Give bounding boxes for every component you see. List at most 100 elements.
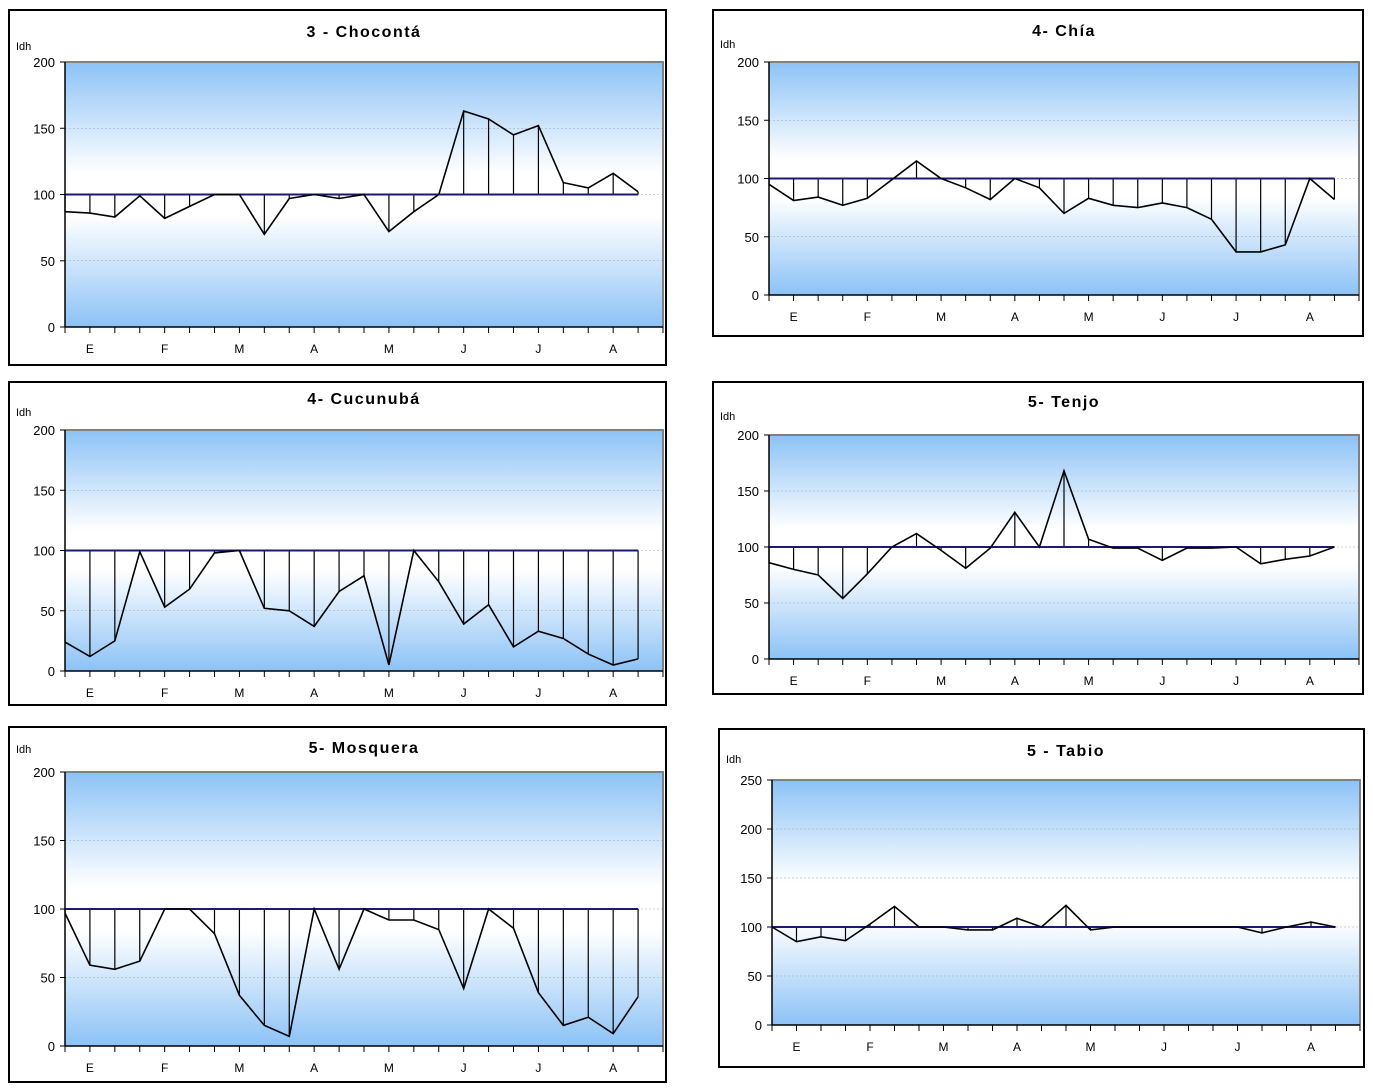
- x-category-label: F: [864, 310, 871, 324]
- y-tick-label: 150: [33, 121, 55, 136]
- chart-panel-cucunuba: 4- Cucunubá Idh 0 50 100 150 200 E F M A M J J A: [8, 381, 667, 706]
- y-tick-label: 100: [740, 920, 762, 935]
- chart-panel-mosquera: 5- Mosquera Idh 0 50 100 150 200 E F M A M J J A: [8, 726, 667, 1083]
- y-axis-label: Idh: [16, 744, 31, 756]
- x-category-label: F: [864, 674, 871, 688]
- y-tick-label: 0: [48, 320, 55, 335]
- x-category-label: A: [1011, 674, 1019, 688]
- x-category-label: M: [234, 1061, 244, 1075]
- plot-border: [65, 771, 664, 1046]
- y-tick-label: 150: [740, 871, 762, 886]
- series-line: [768, 468, 1335, 600]
- chart-title: 5- Tenjo: [1028, 394, 1100, 411]
- y-tick-label: 100: [33, 902, 55, 917]
- series-line: [768, 160, 1335, 253]
- x-category-label: A: [1013, 1040, 1021, 1054]
- x-category-label: F: [161, 686, 168, 700]
- x-category-label: A: [609, 342, 617, 356]
- x-category-label: M: [234, 342, 244, 356]
- y-tick-label: 200: [740, 822, 762, 837]
- x-category-label: E: [790, 310, 798, 324]
- y-axis-label: Idh: [720, 411, 735, 423]
- x-category-label: E: [86, 342, 94, 356]
- x-category-label: F: [161, 342, 168, 356]
- y-tick-label: 200: [33, 765, 55, 780]
- x-category-label: M: [936, 674, 946, 688]
- x-category-label: M: [384, 1061, 394, 1075]
- x-category-label: J: [1235, 1040, 1241, 1054]
- series-line: [771, 904, 1336, 943]
- y-tick-label: 50: [41, 971, 55, 986]
- x-category-label: J: [1161, 1040, 1167, 1054]
- y-tick-label: 250: [740, 773, 762, 788]
- x-category-label: J: [1233, 310, 1239, 324]
- series-line: [64, 109, 639, 236]
- x-category-label: J: [461, 342, 467, 356]
- x-category-label: J: [535, 1061, 541, 1075]
- y-axis-label: Idh: [16, 41, 31, 53]
- x-category-label: J: [1159, 674, 1165, 688]
- x-category-label: A: [1306, 674, 1314, 688]
- y-axis-label: Idh: [16, 407, 31, 419]
- series-line: [64, 548, 639, 666]
- x-category-label: A: [1307, 1040, 1315, 1054]
- x-category-label: A: [1011, 310, 1019, 324]
- x-category-label: M: [939, 1040, 949, 1054]
- chart-svg-tenjo: 5- Tenjo Idh 0 50 100 150 200 E F M A M J J A: [720, 394, 1360, 688]
- x-category-label: A: [310, 686, 318, 700]
- y-tick-label: 150: [33, 483, 55, 498]
- x-category-label: E: [792, 1040, 800, 1054]
- x-category-label: E: [86, 686, 94, 700]
- y-tick-label: 0: [48, 664, 55, 679]
- y-tick-label: 100: [737, 540, 759, 555]
- y-tick-label: 200: [33, 423, 55, 438]
- y-tick-label: 150: [33, 834, 55, 849]
- series-line: [64, 906, 639, 1038]
- y-tick-label: 50: [41, 254, 55, 269]
- x-category-label: A: [310, 342, 318, 356]
- x-category-label: F: [866, 1040, 873, 1054]
- x-category-label: E: [790, 674, 798, 688]
- chart-title: 5- Mosquera: [309, 740, 420, 757]
- chart-svg-choconta: 3 - Chocontá Idh 0 50 100 150 200 E F M A M J J A: [16, 24, 664, 356]
- x-category-label: A: [1306, 310, 1314, 324]
- x-category-label: M: [936, 310, 946, 324]
- x-category-label: A: [609, 686, 617, 700]
- y-tick-label: 100: [737, 172, 759, 187]
- chart-svg-tabio: 5 - Tabio Idh 0 50 100 150 200 250 E F M A M J J A: [726, 743, 1361, 1054]
- y-tick-label: 200: [33, 55, 55, 70]
- chart-svg-mosquera: 5- Mosquera Idh 0 50 100 150 200 E F M A M J J A: [16, 740, 664, 1075]
- y-tick-label: 150: [737, 113, 759, 128]
- x-category-label: M: [1084, 674, 1094, 688]
- chart-title: 4- Cucunubá: [307, 391, 420, 408]
- y-tick-label: 0: [755, 1018, 762, 1033]
- y-axis-label: Idh: [726, 754, 741, 766]
- chart-title: 4- Chía: [1032, 23, 1096, 40]
- y-tick-label: 50: [745, 230, 759, 245]
- plot-area: [772, 780, 1360, 1025]
- chart-svg-cucunuba: 4- Cucunubá Idh 0 50 100 150 200 E F M A M J J A: [16, 391, 664, 700]
- plot-border: [769, 61, 1360, 295]
- x-category-label: E: [86, 1061, 94, 1075]
- y-tick-label: 50: [748, 969, 762, 984]
- plot-border: [769, 434, 1360, 659]
- x-category-label: J: [1233, 674, 1239, 688]
- y-tick-label: 200: [737, 428, 759, 443]
- x-category-label: M: [384, 342, 394, 356]
- x-category-label: J: [535, 342, 541, 356]
- chart-panel-tenjo: 5- Tenjo Idh 0 50 100 150 200 E F M A M J J A: [712, 381, 1364, 695]
- chart-panel-chia: 4- Chía Idh 0 50 100 150 200 E F M A M J J A: [712, 9, 1364, 337]
- y-tick-label: 0: [752, 288, 759, 303]
- y-tick-label: 150: [737, 484, 759, 499]
- x-category-label: M: [384, 686, 394, 700]
- x-category-label: M: [1086, 1040, 1096, 1054]
- chart-title: 5 - Tabio: [1027, 743, 1105, 760]
- y-tick-label: 0: [752, 652, 759, 667]
- chart-svg-chia: 4- Chía Idh 0 50 100 150 200 E F M A M J J A: [720, 23, 1360, 324]
- y-tick-label: 100: [33, 544, 55, 559]
- x-category-label: M: [234, 686, 244, 700]
- y-tick-label: 50: [745, 596, 759, 611]
- chart-panel-tabio: 5 - Tabio Idh 0 50 100 150 200 250 E F M A M J J A: [718, 728, 1365, 1068]
- x-category-label: A: [609, 1061, 617, 1075]
- x-category-label: J: [461, 686, 467, 700]
